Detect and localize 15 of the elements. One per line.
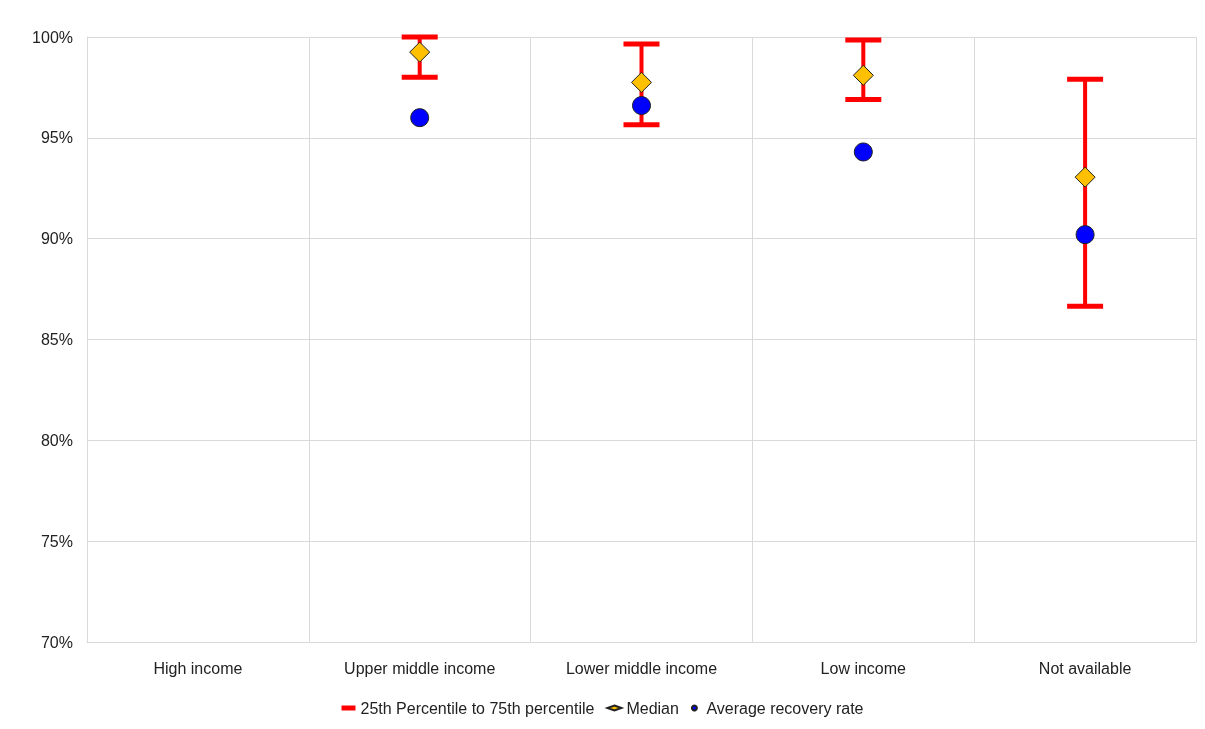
y-tick-label: 85% bbox=[40, 331, 73, 348]
legend-label: Average recovery rate bbox=[706, 699, 864, 717]
text: 25th Percentile to 75th percentile bbox=[360, 699, 595, 717]
y-tick-label: 75% bbox=[40, 532, 73, 550]
x-tick-label: High income bbox=[153, 659, 243, 677]
y-tick-label: 95% bbox=[40, 129, 73, 147]
legend-label: Median bbox=[626, 699, 679, 717]
x-tick-label: Lower middle income bbox=[565, 659, 718, 677]
x-tick-label: Not available bbox=[1038, 659, 1132, 677]
x-tick-label: Upper middle income bbox=[344, 659, 496, 677]
x-tick-label: Low income bbox=[820, 659, 907, 677]
y-tick-label: 100% bbox=[32, 28, 73, 46]
y-tick-label: 70% bbox=[40, 633, 73, 651]
y-tick-label: 80% bbox=[40, 431, 73, 449]
y-tick-label: 90% bbox=[40, 230, 73, 248]
